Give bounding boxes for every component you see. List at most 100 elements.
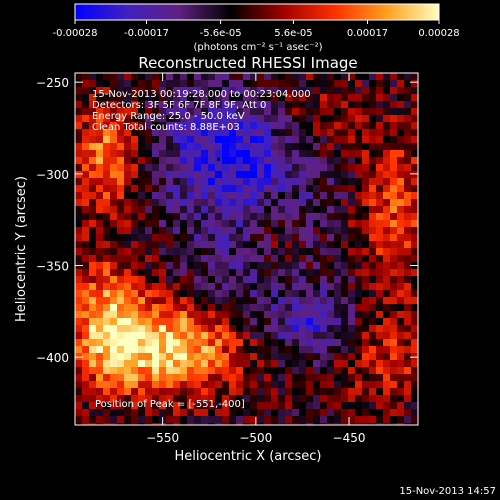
heatmap-cell (236, 255, 244, 263)
heatmap-cell (278, 304, 286, 312)
heatmap-cell (271, 318, 279, 326)
heatmap-cell (341, 297, 349, 305)
heatmap-cell (341, 353, 349, 361)
heatmap-cell (208, 262, 216, 270)
heatmap-cell (75, 402, 83, 410)
x-tick-label: −550 (146, 431, 179, 445)
heatmap-cell (173, 318, 181, 326)
heatmap-cell (299, 241, 307, 249)
heatmap-cell (89, 297, 97, 305)
heatmap-cell (166, 199, 174, 207)
heatmap-cell (306, 276, 314, 284)
heatmap-cell (152, 255, 160, 263)
heatmap-cell (117, 248, 125, 256)
heatmap-cell (124, 409, 132, 417)
heatmap-cell (327, 318, 335, 326)
heatmap-cell (124, 388, 132, 396)
heatmap-cell (138, 199, 146, 207)
heatmap-cell (376, 290, 384, 298)
heatmap-cell (264, 80, 272, 88)
heatmap-cell (383, 311, 391, 319)
heatmap-cell (250, 409, 258, 417)
heatmap-cell (355, 269, 363, 277)
heatmap-cell (383, 367, 391, 375)
heatmap-cell (152, 395, 160, 403)
heatmap-cell (124, 402, 132, 410)
heatmap-cell (390, 199, 398, 207)
heatmap-cell (334, 353, 342, 361)
heatmap-cell (278, 73, 286, 81)
heatmap-cell (327, 402, 335, 410)
heatmap-cell (383, 143, 391, 151)
x-tick-label: −500 (239, 431, 272, 445)
heatmap-cell (215, 143, 223, 151)
heatmap-cell (138, 318, 146, 326)
heatmap-cell (243, 416, 251, 424)
heatmap-cell (355, 409, 363, 417)
heatmap-cell (369, 129, 377, 137)
heatmap-cell (278, 311, 286, 319)
heatmap-cell (236, 325, 244, 333)
heatmap-cell (222, 283, 230, 291)
heatmap-cell (306, 402, 314, 410)
heatmap-cell (229, 108, 237, 116)
colorbar-tick-label: -5.6e-05 (200, 28, 242, 39)
heatmap-cell (355, 353, 363, 361)
heatmap-cell (348, 318, 356, 326)
peak-position-label: Position of Peak = [-551,-400] (95, 399, 245, 410)
heatmap-cell (257, 143, 265, 151)
heatmap-cell (215, 353, 223, 361)
heatmap-cell (201, 304, 209, 312)
heatmap-cell (131, 423, 139, 425)
heatmap-cell (383, 136, 391, 144)
heatmap-cell (180, 276, 188, 284)
heatmap-cell (194, 255, 202, 263)
heatmap-cell (341, 192, 349, 200)
heatmap-cell (110, 255, 118, 263)
heatmap-cell (362, 108, 370, 116)
heatmap-cell (152, 157, 160, 165)
heatmap-cell (117, 227, 125, 235)
heatmap-cell (411, 171, 418, 179)
heatmap-cell (201, 388, 209, 396)
heatmap-cell (348, 122, 356, 130)
heatmap-cell (334, 346, 342, 354)
heatmap-cell (152, 374, 160, 382)
heatmap-cell (173, 122, 181, 130)
heatmap-cell (117, 269, 125, 277)
heatmap-cell (341, 269, 349, 277)
heatmap-cell (383, 346, 391, 354)
heatmap-cell (313, 353, 321, 361)
heatmap-cell (208, 241, 216, 249)
heatmap-cell (215, 346, 223, 354)
colorbar-ticks: -0.00028 -0.00017 -5.6e-05 5.6e-05 0.00017 0.… (53, 20, 460, 39)
heatmap-cell (285, 367, 293, 375)
heatmap-cell (411, 325, 418, 333)
heatmap-cell (166, 367, 174, 375)
heatmap-cell (397, 192, 405, 200)
heatmap-cell (334, 255, 342, 263)
heatmap-cell (334, 227, 342, 235)
heatmap-cell (383, 360, 391, 368)
heatmap-cell (89, 255, 97, 263)
heatmap-cell (110, 94, 118, 102)
heatmap-cell (411, 374, 418, 382)
heatmap-cell (138, 108, 146, 116)
heatmap-cell (103, 220, 111, 228)
heatmap-cell (313, 73, 321, 81)
heatmap-cell (320, 192, 328, 200)
heatmap-cell (327, 346, 335, 354)
heatmap-cell (110, 402, 118, 410)
heatmap-cell (320, 213, 328, 221)
heatmap-cell (257, 241, 265, 249)
heatmap-cell (187, 199, 195, 207)
heatmap-cell (341, 360, 349, 368)
heatmap-cell (320, 367, 328, 375)
heatmap-cell (390, 297, 398, 305)
heatmap-cell (313, 388, 321, 396)
heatmap-cell (180, 325, 188, 333)
peak-marker (217, 157, 221, 161)
heatmap-cell (173, 185, 181, 193)
heatmap-cell (383, 374, 391, 382)
heatmap-cell (306, 171, 314, 179)
